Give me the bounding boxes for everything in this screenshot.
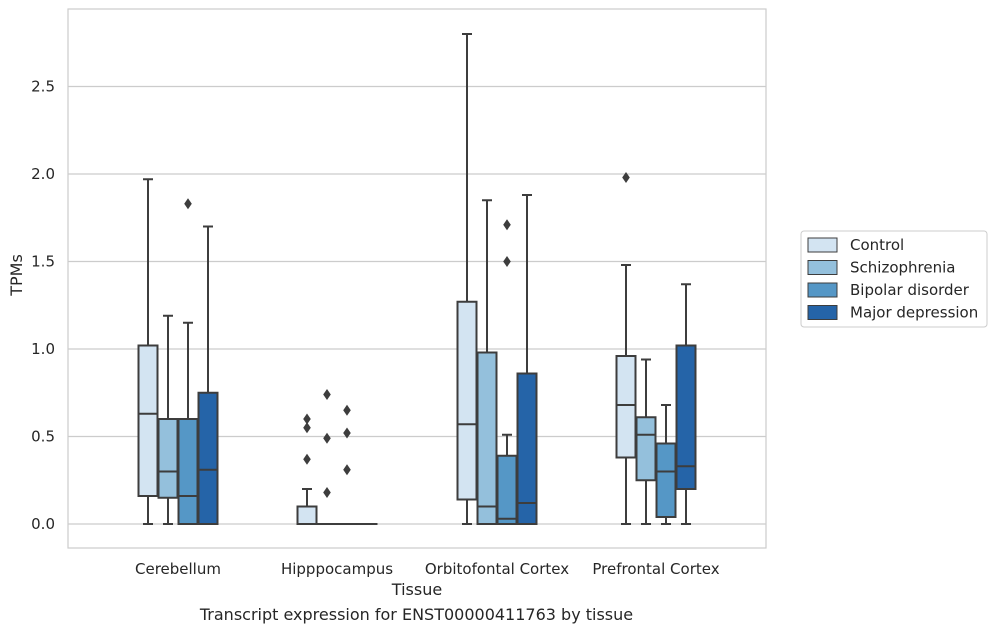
y-tick-label: 0.0 [31,515,55,533]
x-tick-label: Orbitofontal Cortex [425,560,569,578]
box-bipolar-disorder [655,404,677,525]
figure-caption: Transcript expression for ENST0000041176… [199,605,634,624]
iqr-box [615,355,637,459]
outlier-marker [343,427,351,439]
outlier-marker [303,453,311,465]
iqr-box [476,351,498,525]
x-tick-label: Prefrontal Cortex [592,560,719,578]
iqr-box [675,344,697,490]
legend-swatch [807,237,838,253]
iqr-box [296,505,318,525]
y-tick-label: 1.5 [31,253,55,271]
box-schizophrenia [316,389,338,526]
outlier-marker [303,413,311,425]
iqr-box [456,300,478,501]
legend: Control Schizophrenia Bipolar disorder Majo… [800,230,988,328]
x-tick-labels: Cerebellum Hipppocampus Orbitofontal Corte… [135,560,720,578]
outlier-marker [503,219,511,231]
box-bipolar-disorder [496,219,518,525]
iqr-box [177,418,199,525]
y-tick-label: 2.0 [31,165,55,183]
box-control [456,33,478,525]
y-tick-label: 2.5 [31,78,55,96]
box-major-depression [516,194,538,525]
iqr-box [635,416,657,482]
plot-frame [67,8,767,549]
legend-label: Major depression [850,304,978,322]
x-tick-label: Hipppocampus [281,560,393,578]
box-control [137,178,159,525]
legend-swatch [807,305,838,320]
boxes [137,33,697,526]
box-bipolar-disorder [177,198,199,525]
outlier-marker [343,464,351,476]
outlier-marker [343,404,351,416]
y-tick-label: 0.5 [31,428,55,446]
iqr-box [655,442,677,518]
x-tick-label: Cerebellum [135,560,221,578]
outlier-marker [323,389,331,400]
outlier-marker [184,198,192,210]
legend-swatch [807,260,838,275]
iqr-box [496,454,518,525]
outlier-marker [323,487,331,498]
y-axis-label: TPMs [7,254,26,297]
box-schizophrenia [476,199,498,525]
legend-label: Control [850,236,904,254]
outlier-marker [303,422,311,434]
box-bipolar-disorder [336,404,358,526]
legend-label: Schizophrenia [850,259,955,277]
iqr-box [137,344,159,497]
box-schizophrenia [157,314,179,525]
box-control [615,172,637,525]
outlier-marker [622,172,630,183]
box-control [296,413,318,525]
iqr-box [197,391,219,525]
y-tick-label: 1.0 [31,340,55,358]
legend-frame [800,230,988,328]
iqr-box [157,418,179,499]
legend-label: Bipolar disorder [850,281,970,299]
iqr-box [516,372,538,525]
box-schizophrenia [635,358,657,525]
box-major-depression [675,283,697,525]
legend-swatch [807,282,838,298]
outlier-marker [503,256,511,267]
x-axis-label: Tissue [391,580,442,599]
outlier-marker [323,432,331,444]
box-major-depression [197,225,219,525]
y-tick-labels: 0.0 0.5 1.0 1.5 2.0 2.5 [31,78,55,534]
